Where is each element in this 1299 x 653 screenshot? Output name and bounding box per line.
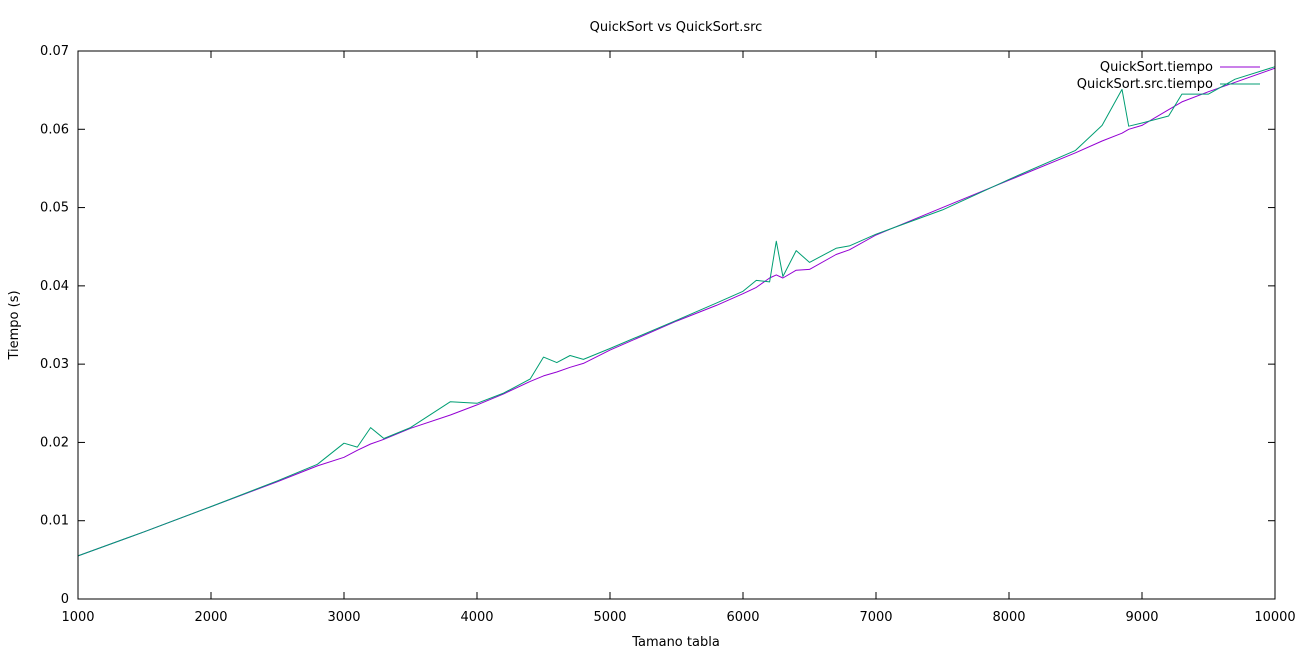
y-axis-label: Tiempo (s) — [7, 290, 22, 360]
x-tick-label: 9000 — [1125, 610, 1158, 625]
series-lines — [77, 66, 1276, 557]
y-tick-label: 0.01 — [40, 514, 69, 529]
x-tick-label: 5000 — [593, 610, 626, 625]
y-tick-label: 0.05 — [40, 201, 69, 216]
x-tick-label: 7000 — [859, 610, 892, 625]
series-line-1 — [77, 67, 1276, 557]
legend: QuickSort.tiempo QuickSort.src.tiempo — [1077, 60, 1260, 92]
y-tick-label: 0.06 — [40, 122, 69, 137]
x-tick-label: 6000 — [726, 610, 759, 625]
x-tick-label: 4000 — [460, 610, 493, 625]
axis-ticks: 1000 2000 3000 4000 5000 6000 7000 8000 9000 1000… — [40, 44, 1296, 625]
x-tick-label: 10000 — [1254, 610, 1295, 625]
plot-frame — [77, 50, 1276, 600]
chart-title: QuickSort vs QuickSort.src — [590, 20, 763, 35]
x-tick-label: 2000 — [194, 610, 227, 625]
x-tick-label: 3000 — [327, 610, 360, 625]
legend-label: QuickSort.src.tiempo — [1077, 77, 1213, 92]
y-tick-label: 0.04 — [40, 279, 69, 294]
y-tick-label: 0 — [61, 592, 69, 607]
x-tick-label: 1000 — [61, 610, 94, 625]
y-tick-label: 0.03 — [40, 357, 69, 372]
x-axis-label: Tamano tabla — [631, 635, 720, 650]
y-tick-label: 0.02 — [40, 435, 69, 450]
x-tick-label: 8000 — [992, 610, 1025, 625]
series-line-2 — [77, 66, 1276, 557]
y-tick-label: 0.07 — [40, 44, 69, 59]
legend-label: QuickSort.tiempo — [1100, 60, 1213, 75]
